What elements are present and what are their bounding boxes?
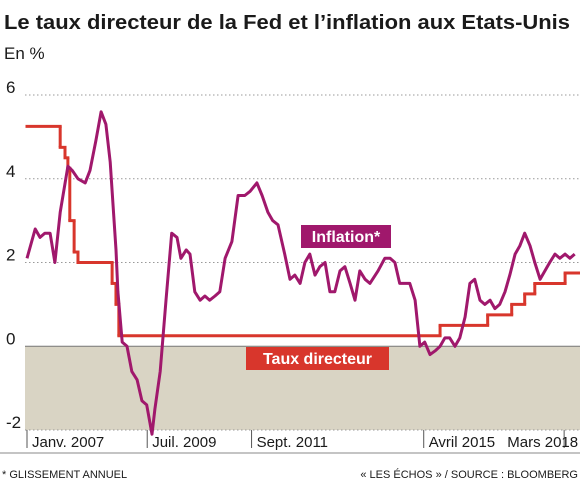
footnote: * GLISSEMENT ANNUEL (2, 469, 127, 481)
y-tick-label: -2 (6, 413, 21, 432)
y-tick-label: 4 (6, 162, 15, 181)
y-tick-label: 0 (6, 329, 15, 348)
x-tick-label: Mars 2018 (507, 434, 578, 451)
y-tick-label: 2 (6, 246, 15, 265)
plot-area: -2 0 2 4 6 Janv. 2007 Juil. 2009 Sept. 2011 Avri… (6, 78, 580, 451)
series-label: Taux directeur (263, 351, 372, 368)
x-tick-label: Janv. 2007 (32, 434, 104, 451)
source: « LES ÉCHOS » / SOURCE : BLOOMBERG (360, 468, 578, 481)
chart-title: Le taux directeur de la Fed et l’inflati… (4, 12, 570, 34)
x-tick-label: Avril 2015 (429, 434, 495, 451)
y-tick-label: 6 (6, 78, 15, 97)
x-tick-label: Juil. 2009 (152, 434, 216, 451)
series-tag (246, 347, 389, 370)
x-tick-label: Sept. 2011 (257, 434, 328, 451)
series-label: Inflation* (312, 229, 381, 246)
line-series (25, 110, 576, 436)
series-tag (301, 225, 391, 248)
chart-subtitle: En % (4, 44, 45, 63)
